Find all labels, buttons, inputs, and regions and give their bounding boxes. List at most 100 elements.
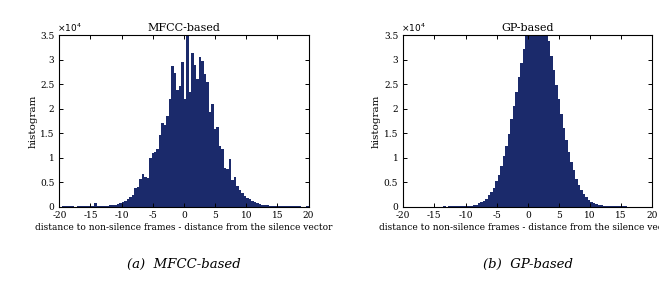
Bar [174, 73, 177, 206]
Bar [122, 202, 124, 206]
Bar [513, 106, 515, 206]
Bar [521, 63, 523, 206]
Bar [500, 166, 503, 206]
Bar [181, 62, 184, 206]
X-axis label: distance to non-silence frames - distance from the silence vector: distance to non-silence frames - distanc… [379, 223, 659, 232]
Bar [161, 123, 164, 206]
Bar [490, 192, 493, 206]
Bar [543, 23, 545, 206]
Bar [236, 186, 239, 206]
Text: (a)  MFCC-based: (a) MFCC-based [127, 258, 241, 271]
Bar [530, 19, 532, 206]
Bar [523, 49, 525, 206]
Bar [525, 36, 528, 206]
Bar [573, 171, 575, 206]
Bar [515, 92, 518, 206]
Bar [496, 181, 498, 206]
Bar [136, 186, 139, 206]
Y-axis label: histogram: histogram [372, 94, 381, 148]
Bar [124, 201, 127, 206]
Bar [518, 77, 521, 206]
Bar [259, 204, 261, 206]
Bar [204, 74, 206, 206]
Bar [550, 56, 553, 206]
Bar [152, 153, 154, 206]
Bar [209, 112, 212, 206]
Bar [588, 200, 590, 206]
Bar [117, 204, 119, 206]
Bar [486, 199, 488, 206]
Title: GP-based: GP-based [501, 23, 554, 33]
Bar [239, 190, 241, 206]
Bar [224, 168, 226, 206]
Bar [575, 179, 578, 206]
Bar [558, 99, 560, 206]
Bar [216, 127, 219, 206]
Text: $\times10^4$: $\times10^4$ [57, 21, 82, 34]
Bar [563, 128, 565, 206]
Bar [583, 194, 585, 206]
Bar [156, 150, 159, 206]
Bar [219, 146, 221, 206]
Bar [169, 99, 171, 206]
Bar [171, 66, 174, 206]
Bar [149, 158, 152, 206]
Bar [199, 57, 202, 206]
Bar [129, 197, 132, 206]
Bar [510, 119, 513, 206]
Bar [234, 177, 236, 206]
Bar [139, 179, 142, 206]
Bar [221, 149, 224, 206]
Bar [164, 125, 167, 206]
Bar [214, 129, 216, 206]
Bar [560, 114, 563, 206]
Bar [540, 16, 543, 206]
Bar [478, 204, 480, 206]
Bar [206, 82, 209, 206]
Bar [580, 190, 583, 206]
Text: (b)  GP-based: (b) GP-based [483, 258, 573, 271]
Bar [127, 199, 129, 206]
Bar [567, 152, 570, 206]
Bar [202, 61, 204, 206]
Bar [186, 0, 189, 206]
Bar [538, 14, 540, 206]
Bar [246, 198, 248, 206]
Bar [229, 159, 231, 206]
Bar [556, 85, 558, 206]
Bar [493, 188, 496, 206]
Bar [194, 65, 196, 206]
Bar [231, 180, 234, 206]
Bar [159, 135, 161, 206]
Bar [473, 205, 476, 206]
Bar [476, 204, 478, 206]
Y-axis label: histogram: histogram [28, 94, 37, 148]
Bar [480, 202, 483, 206]
Bar [134, 188, 136, 206]
Bar [212, 104, 214, 206]
Bar [261, 205, 264, 206]
Bar [146, 178, 149, 206]
Bar [553, 70, 556, 206]
Bar [109, 205, 111, 206]
Bar [488, 196, 490, 206]
Bar [256, 203, 259, 206]
Bar [184, 99, 186, 206]
Bar [585, 197, 588, 206]
Bar [532, 15, 535, 206]
Bar [592, 203, 595, 206]
Bar [264, 205, 266, 206]
Bar [248, 199, 251, 206]
Bar [528, 27, 530, 206]
X-axis label: distance to non-silence frames - distance from the silence vector: distance to non-silence frames - distanc… [35, 223, 333, 232]
Bar [251, 201, 254, 206]
Bar [154, 152, 156, 206]
Bar [94, 203, 97, 206]
Bar [119, 203, 122, 206]
Bar [241, 193, 244, 206]
Bar [590, 202, 592, 206]
Bar [570, 162, 573, 206]
Bar [545, 33, 548, 206]
Bar [565, 140, 567, 206]
Bar [508, 135, 510, 206]
